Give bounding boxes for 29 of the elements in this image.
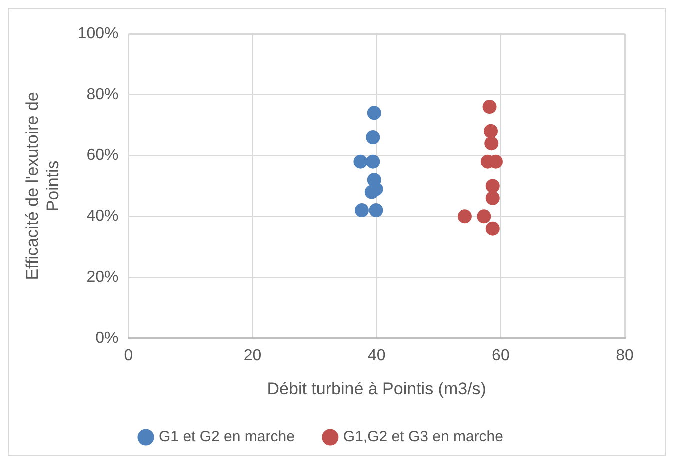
y-tick-label: 0% (96, 330, 119, 347)
point (366, 154, 380, 169)
x-tick-label: 60 (492, 347, 510, 364)
y-tick-label: 20% (86, 268, 119, 286)
point (458, 210, 472, 224)
point (486, 191, 500, 206)
point (354, 154, 368, 169)
x-axis-title: Débit turbiné à Pointis (m3/s) (267, 379, 486, 398)
y-tick-label: 40% (86, 208, 119, 226)
y-tick-label: 60% (86, 147, 119, 164)
y-axis-title: Efficacité de l'exutoire de Pointis (22, 92, 62, 280)
point (366, 130, 380, 144)
point (354, 204, 369, 218)
point (486, 222, 500, 236)
point (369, 204, 384, 218)
y-tick-label: 80% (86, 86, 119, 104)
x-tick-label: 0 (124, 347, 134, 364)
point (367, 106, 382, 120)
point (484, 124, 498, 138)
y-tick-label: 100% (78, 25, 119, 42)
x-tick-label: 40 (368, 347, 386, 364)
x-tick-label: 80 (616, 347, 634, 364)
point (477, 210, 492, 224)
legend-label: G1 et G2 en marche (159, 428, 295, 446)
point (486, 179, 500, 194)
point (482, 100, 497, 114)
x-tick-label: 20 (244, 347, 262, 364)
point (484, 136, 499, 151)
legend-label: G1,G2 et G3 en marche (343, 428, 504, 446)
